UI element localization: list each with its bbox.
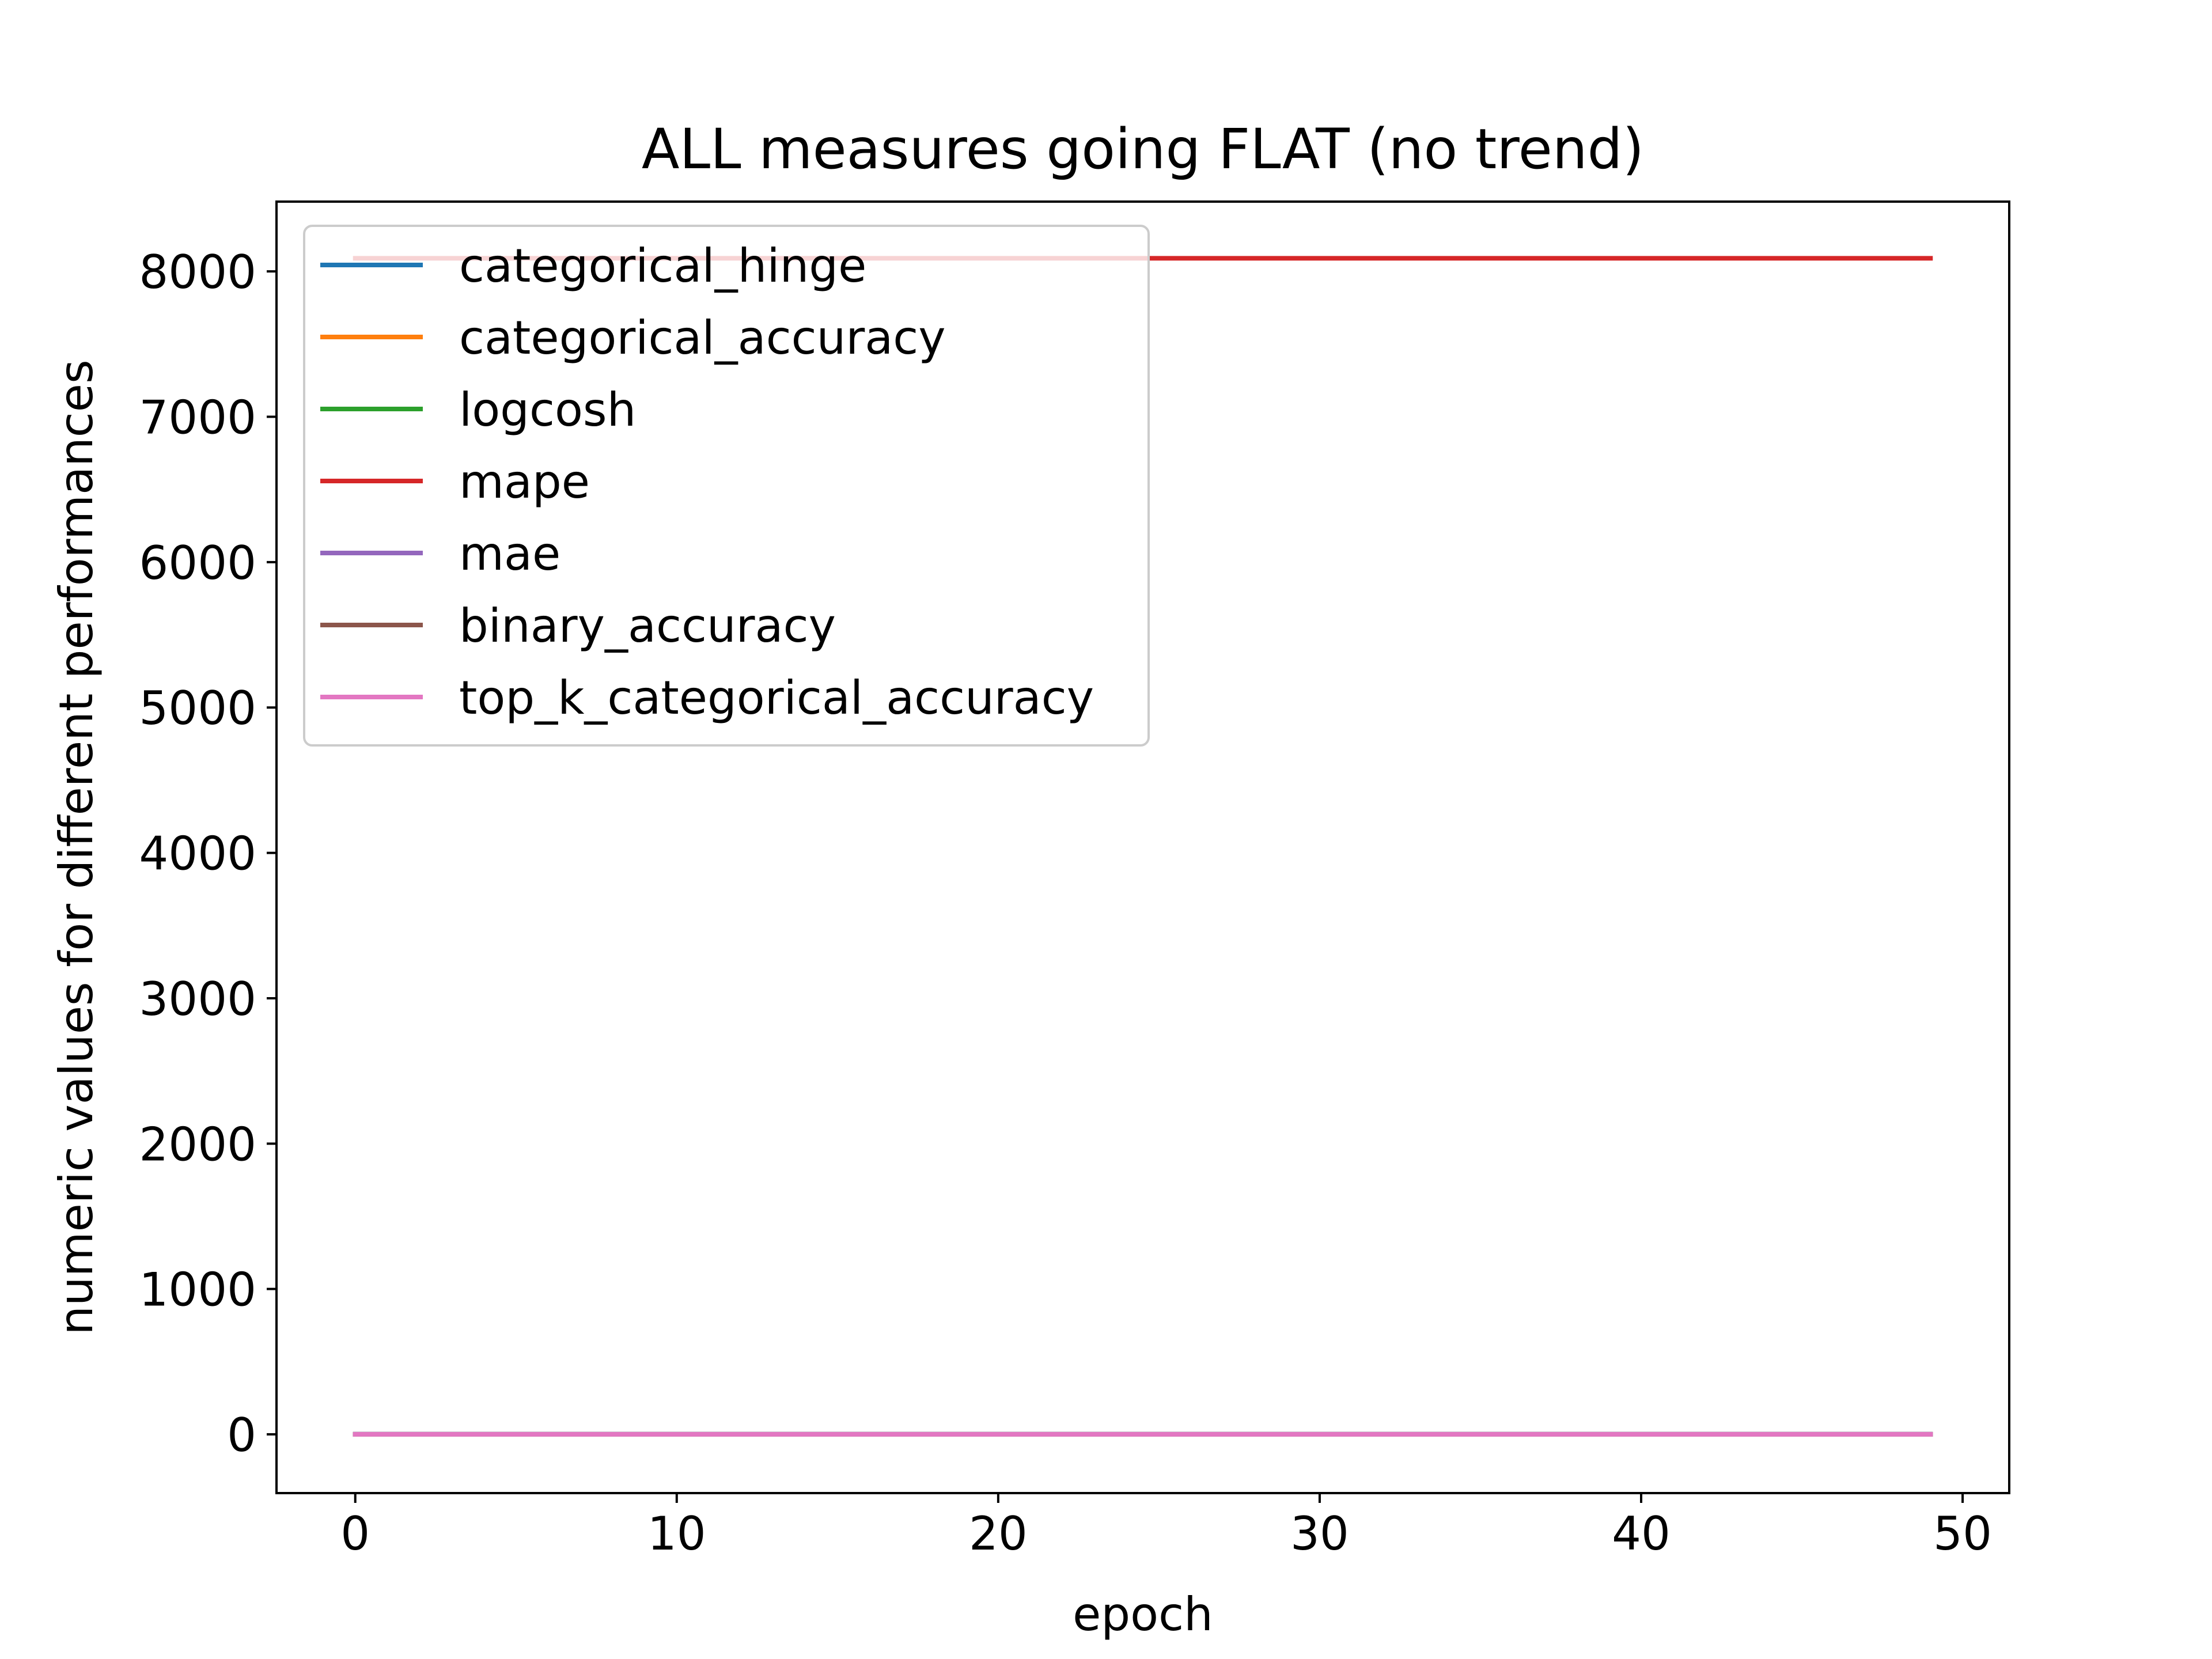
legend-label-binary-accuracy: binary_accuracy — [459, 599, 836, 653]
y-tick-label: 0 — [227, 1408, 256, 1462]
legend-box — [303, 225, 1150, 747]
legend-label-mape: mape — [459, 455, 590, 509]
x-tick-label: 50 — [1933, 1507, 1992, 1560]
y-tick-label: 7000 — [139, 391, 256, 444]
y-tick-label: 6000 — [139, 536, 256, 590]
x-tick-label: 0 — [340, 1507, 370, 1560]
y-tick-label: 2000 — [139, 1118, 256, 1171]
chart-title: ALL measures going FLAT (no trend) — [642, 117, 1644, 181]
legend-label-categorical-hinge: categorical_hinge — [459, 239, 866, 293]
x-axis-ticks: 0 10 20 30 40 50 — [340, 1493, 1992, 1560]
x-tick-label: 20 — [969, 1507, 1028, 1560]
x-tick-label: 10 — [647, 1507, 706, 1560]
x-tick-label: 30 — [1290, 1507, 1349, 1560]
x-tick-label: 40 — [1612, 1507, 1671, 1560]
legend-label-top-k-categorical-accuracy: top_k_categorical_accuracy — [459, 671, 1094, 725]
plot-frame — [275, 200, 2010, 1494]
legend-items: categorical_hinge categorical_accuracylog… — [320, 239, 1094, 725]
x-axis-label: epoch — [1073, 1588, 1213, 1641]
legend-label-mae: mae — [459, 527, 560, 581]
legend-label-categorical-accuracy: categorical_accuracy — [459, 311, 946, 365]
legend-label-logcosh: logcosh — [459, 383, 636, 437]
y-tick-label: 4000 — [139, 827, 256, 881]
y-axis-label: numeric values for different performance… — [50, 359, 103, 1335]
y-tick-label: 1000 — [139, 1263, 256, 1317]
y-tick-label: 3000 — [139, 972, 256, 1026]
y-axis-ticks: 0 1000 2000 3000 4000 5000 6000 7000 8000 — [139, 245, 276, 1462]
legend: categorical_hinge categorical_accuracylog… — [303, 225, 1150, 747]
y-tick-label: 8000 — [139, 245, 256, 299]
y-tick-label: 5000 — [139, 681, 256, 735]
